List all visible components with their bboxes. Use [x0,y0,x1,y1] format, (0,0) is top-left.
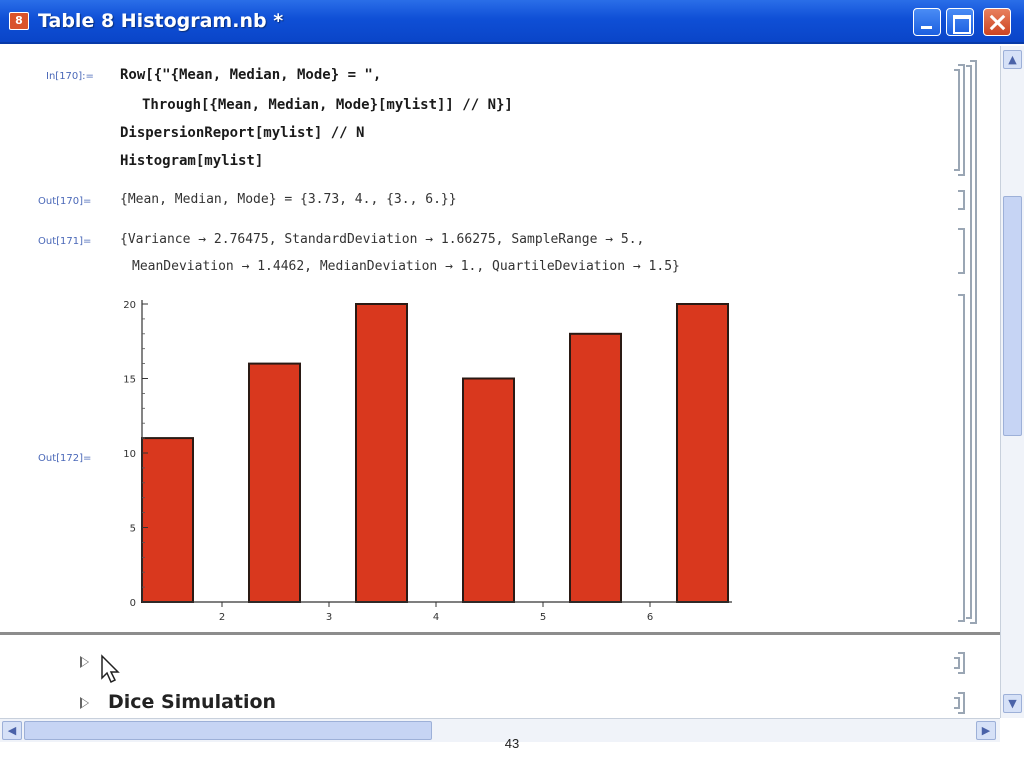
group-cell-bracket[interactable] [966,60,977,624]
status-bar [0,742,1024,768]
histogram-bar [676,303,729,603]
histogram-bar [569,332,622,604]
output-text-170: {Mean, Median, Mode} = {3.73, 4., {3., 6… [120,192,457,207]
x-tick-label: 6 [647,612,653,623]
y-tick-label: 15 [123,375,136,386]
section-title-dice-simulation[interactable]: Dice Simulation [108,691,277,713]
chevron-down-icon: ▼ [1008,697,1017,710]
y-tick-label: 20 [123,300,136,311]
close-button[interactable] [983,8,1011,36]
histogram-chart: 0 5 10 15 20 2 3 4 5 6 [123,300,732,623]
collapsed-group-arrow-icon[interactable] [80,656,89,668]
window-title: Table 8 Histogram.nb * [38,10,284,32]
output-label-171: Out[171]= [38,236,92,247]
chevron-up-icon: ▲ [1008,53,1017,66]
input-cell-bracket[interactable] [954,64,965,176]
x-tick-label: 4 [433,612,439,623]
notebook-content[interactable]: In[170]:= Row[{"{Mean, Median, Mode} = "… [0,46,1000,718]
chevron-left-icon: ◀ [7,724,17,737]
input-line-1[interactable]: Row[{"{Mean, Median, Mode} = ", [120,67,382,83]
y-tick-label: 10 [123,449,136,460]
vertical-scroll-thumb[interactable] [1003,196,1022,436]
histogram-bar [141,437,194,603]
y-tick-label: 0 [130,598,136,609]
vertical-scrollbar[interactable]: ▲ ▼ [1000,46,1024,718]
scroll-up-button[interactable]: ▲ [1003,50,1022,69]
histogram-bar [355,303,408,603]
output-text-171-line-1: {Variance → 2.76475, StandardDeviation →… [120,232,645,247]
input-label-170: In[170]:= [46,71,94,82]
output-172-cell-bracket[interactable] [958,294,965,622]
output-171-cell-bracket[interactable] [958,228,965,274]
input-line-2[interactable]: Through[{Mean, Median, Mode}[mylist]] //… [142,97,513,113]
input-line-3[interactable]: DispersionReport[mylist] // N [120,125,365,141]
x-tick-label: 3 [326,612,332,623]
maximize-button[interactable] [946,8,974,36]
horizontal-scroll-thumb[interactable] [24,721,432,740]
histogram-bar [462,377,515,603]
chevron-right-icon: ▶ [981,724,991,737]
mathematica-app-icon[interactable]: 8 [9,12,29,30]
output-text-171-line-2: MeanDeviation → 1.4462, MedianDeviation … [132,259,680,274]
section-divider [0,632,1000,635]
title-bar[interactable]: 8 Table 8 Histogram.nb * [0,0,1024,44]
x-tick-label: 2 [219,612,225,623]
input-line-4[interactable]: Histogram[mylist] [120,153,264,169]
histogram-bar [248,362,301,603]
output-label-170: Out[170]= [38,196,92,207]
dice-simulation-bracket[interactable] [954,692,965,714]
collapsed-group-bracket[interactable] [954,652,965,674]
mouse-pointer-icon [101,654,120,684]
scroll-right-button[interactable]: ▶ [976,721,996,740]
output-170-cell-bracket[interactable] [958,190,965,210]
horizontal-scrollbar[interactable]: ◀ ▶ [0,718,1000,742]
dice-simulation-group-arrow-icon[interactable] [80,697,89,709]
x-tick-label: 5 [540,612,546,623]
minimize-button[interactable] [913,8,941,36]
y-tick-label: 5 [130,524,136,535]
scroll-down-button[interactable]: ▼ [1003,694,1022,713]
scroll-left-button[interactable]: ◀ [2,721,22,740]
output-label-172: Out[172]= [38,453,92,464]
page-number: 43 [504,736,520,751]
